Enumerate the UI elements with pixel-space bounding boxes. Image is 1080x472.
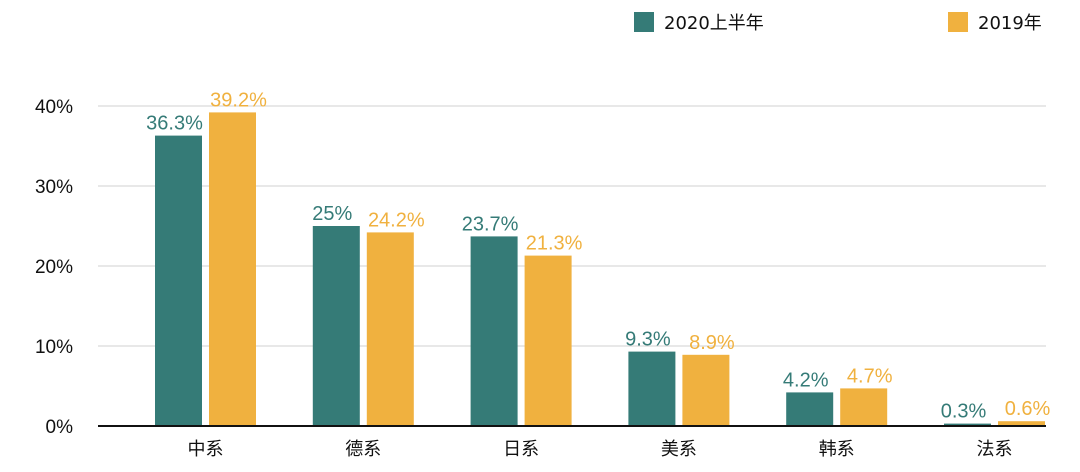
bar-2020	[628, 351, 676, 426]
y-tick-label: 20%	[35, 257, 73, 278]
legend-label-2019: 2019年	[978, 13, 1042, 34]
data-label-2019: 4.7%	[847, 365, 893, 387]
legend-item-2020: 2020上半年	[634, 10, 764, 34]
legend-item-2019: 2019年	[948, 10, 1042, 34]
bar-2019	[840, 388, 888, 426]
data-label-2019: 8.9%	[689, 332, 735, 354]
data-label-2020: 4.2%	[783, 369, 829, 391]
bar-2020	[470, 236, 518, 426]
data-label-2020: 9.3%	[625, 329, 671, 351]
x-tick-label: 美系	[661, 439, 697, 460]
bar-2020	[155, 135, 202, 426]
data-label-2019: 39.2%	[210, 89, 267, 111]
legend-swatch-2019	[948, 12, 968, 32]
y-tick-label: 40%	[35, 97, 73, 118]
data-label-2019: 21.3%	[526, 233, 583, 255]
bar-2019	[682, 354, 730, 426]
legend-swatch-2020	[634, 12, 654, 32]
x-tick-label: 韩系	[819, 439, 855, 460]
data-label-2019: 24.2%	[368, 209, 425, 231]
bar-2019	[366, 232, 414, 426]
y-tick-label: 10%	[35, 337, 73, 358]
bar-2019	[524, 255, 572, 426]
x-tick-label: 中系	[188, 439, 224, 460]
x-tick-label: 法系	[977, 439, 1013, 460]
bar-2019	[998, 421, 1045, 426]
bar-2020	[786, 392, 834, 426]
bar-2020	[312, 226, 360, 426]
bar-2019	[209, 112, 256, 427]
legend-label-2020: 2020上半年	[664, 13, 764, 34]
data-label-2020: 36.3%	[146, 113, 203, 135]
data-label-2020: 0.3%	[941, 401, 987, 423]
y-tick-label: 30%	[35, 177, 73, 198]
data-label-2020: 25%	[312, 203, 352, 225]
data-label-2020: 23.7%	[462, 213, 519, 235]
x-tick-label: 日系	[503, 439, 539, 460]
y-tick-label: 0%	[46, 417, 74, 438]
bar-2020	[944, 423, 991, 426]
data-label-2019: 0.6%	[1005, 398, 1051, 420]
x-tick-label: 德系	[345, 439, 381, 460]
